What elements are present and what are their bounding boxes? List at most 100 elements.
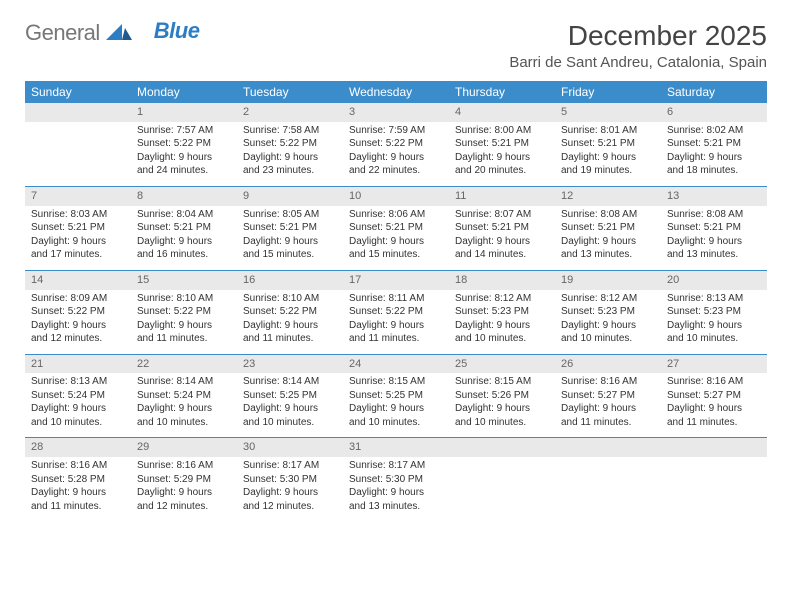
sunset-text: Sunset: 5:22 PM xyxy=(137,305,231,319)
sunrise-text: Sunrise: 8:05 AM xyxy=(243,208,337,222)
day-number: 15 xyxy=(131,271,237,290)
calendar-day-cell: 20Sunrise: 8:13 AMSunset: 5:23 PMDayligh… xyxy=(661,270,767,354)
daylight-text: Daylight: 9 hours and 13 minutes. xyxy=(349,486,443,513)
calendar-week-row: 14Sunrise: 8:09 AMSunset: 5:22 PMDayligh… xyxy=(25,270,767,354)
daylight-text: Daylight: 9 hours and 10 minutes. xyxy=(137,402,231,429)
daylight-text: Daylight: 9 hours and 11 minutes. xyxy=(667,402,761,429)
day-body: Sunrise: 8:14 AMSunset: 5:24 PMDaylight:… xyxy=(131,373,237,437)
sunset-text: Sunset: 5:25 PM xyxy=(243,389,337,403)
day-number: 13 xyxy=(661,187,767,206)
calendar-day-cell: 21Sunrise: 8:13 AMSunset: 5:24 PMDayligh… xyxy=(25,354,131,438)
sunrise-text: Sunrise: 8:13 AM xyxy=(31,375,125,389)
day-body: Sunrise: 8:08 AMSunset: 5:21 PMDaylight:… xyxy=(555,206,661,270)
calendar-day-cell: 16Sunrise: 8:10 AMSunset: 5:22 PMDayligh… xyxy=(237,270,343,354)
calendar-day-cell: 26Sunrise: 8:16 AMSunset: 5:27 PMDayligh… xyxy=(555,354,661,438)
calendar-day-cell: 11Sunrise: 8:07 AMSunset: 5:21 PMDayligh… xyxy=(449,186,555,270)
day-body: Sunrise: 8:16 AMSunset: 5:29 PMDaylight:… xyxy=(131,457,237,521)
daylight-text: Daylight: 9 hours and 10 minutes. xyxy=(243,402,337,429)
sunset-text: Sunset: 5:24 PM xyxy=(31,389,125,403)
calendar-day-cell: 2Sunrise: 7:58 AMSunset: 5:22 PMDaylight… xyxy=(237,103,343,186)
calendar-table: SundayMondayTuesdayWednesdayThursdayFrid… xyxy=(25,81,767,521)
day-number: 12 xyxy=(555,187,661,206)
day-number: 30 xyxy=(237,438,343,457)
calendar-day-cell: 25Sunrise: 8:15 AMSunset: 5:26 PMDayligh… xyxy=(449,354,555,438)
sunrise-text: Sunrise: 8:12 AM xyxy=(561,292,655,306)
logo-text-blue: Blue xyxy=(154,18,200,44)
day-number xyxy=(449,438,555,457)
sunrise-text: Sunrise: 8:10 AM xyxy=(137,292,231,306)
calendar-day-cell: 5Sunrise: 8:01 AMSunset: 5:21 PMDaylight… xyxy=(555,103,661,186)
sunset-text: Sunset: 5:22 PM xyxy=(243,305,337,319)
day-body: Sunrise: 8:16 AMSunset: 5:27 PMDaylight:… xyxy=(661,373,767,437)
day-number: 26 xyxy=(555,355,661,374)
day-number: 23 xyxy=(237,355,343,374)
weekday-header: Wednesday xyxy=(343,81,449,103)
calendar-day-cell: 17Sunrise: 8:11 AMSunset: 5:22 PMDayligh… xyxy=(343,270,449,354)
header: General Blue December 2025 Barri de Sant… xyxy=(25,20,767,71)
sunset-text: Sunset: 5:23 PM xyxy=(667,305,761,319)
calendar-day-cell: 12Sunrise: 8:08 AMSunset: 5:21 PMDayligh… xyxy=(555,186,661,270)
calendar-body: 1Sunrise: 7:57 AMSunset: 5:22 PMDaylight… xyxy=(25,103,767,521)
day-body: Sunrise: 8:14 AMSunset: 5:25 PMDaylight:… xyxy=(237,373,343,437)
weekday-header: Friday xyxy=(555,81,661,103)
sunrise-text: Sunrise: 8:08 AM xyxy=(561,208,655,222)
sunrise-text: Sunrise: 8:17 AM xyxy=(243,459,337,473)
calendar-week-row: 1Sunrise: 7:57 AMSunset: 5:22 PMDaylight… xyxy=(25,103,767,186)
day-body: Sunrise: 8:00 AMSunset: 5:21 PMDaylight:… xyxy=(449,122,555,186)
sunrise-text: Sunrise: 8:16 AM xyxy=(137,459,231,473)
weekday-header: Thursday xyxy=(449,81,555,103)
day-number: 22 xyxy=(131,355,237,374)
sunrise-text: Sunrise: 8:14 AM xyxy=(137,375,231,389)
sunrise-text: Sunrise: 8:16 AM xyxy=(31,459,125,473)
calendar-day-cell: 18Sunrise: 8:12 AMSunset: 5:23 PMDayligh… xyxy=(449,270,555,354)
sunset-text: Sunset: 5:21 PM xyxy=(667,221,761,235)
day-number: 21 xyxy=(25,355,131,374)
calendar-day-cell: 4Sunrise: 8:00 AMSunset: 5:21 PMDaylight… xyxy=(449,103,555,186)
sunrise-text: Sunrise: 7:59 AM xyxy=(349,124,443,138)
day-body: Sunrise: 7:58 AMSunset: 5:22 PMDaylight:… xyxy=(237,122,343,186)
calendar-day-cell: 3Sunrise: 7:59 AMSunset: 5:22 PMDaylight… xyxy=(343,103,449,186)
daylight-text: Daylight: 9 hours and 16 minutes. xyxy=(137,235,231,262)
calendar-day-cell xyxy=(25,103,131,186)
sunrise-text: Sunrise: 8:15 AM xyxy=(349,375,443,389)
weekday-header: Saturday xyxy=(661,81,767,103)
day-number: 31 xyxy=(343,438,449,457)
daylight-text: Daylight: 9 hours and 15 minutes. xyxy=(243,235,337,262)
sunrise-text: Sunrise: 7:58 AM xyxy=(243,124,337,138)
daylight-text: Daylight: 9 hours and 23 minutes. xyxy=(243,151,337,178)
day-number xyxy=(661,438,767,457)
daylight-text: Daylight: 9 hours and 10 minutes. xyxy=(455,402,549,429)
day-body: Sunrise: 8:07 AMSunset: 5:21 PMDaylight:… xyxy=(449,206,555,270)
sunset-text: Sunset: 5:22 PM xyxy=(137,137,231,151)
calendar-week-row: 7Sunrise: 8:03 AMSunset: 5:21 PMDaylight… xyxy=(25,186,767,270)
day-number: 4 xyxy=(449,103,555,122)
sunset-text: Sunset: 5:24 PM xyxy=(137,389,231,403)
sunset-text: Sunset: 5:29 PM xyxy=(137,473,231,487)
calendar-day-cell: 10Sunrise: 8:06 AMSunset: 5:21 PMDayligh… xyxy=(343,186,449,270)
daylight-text: Daylight: 9 hours and 22 minutes. xyxy=(349,151,443,178)
day-number: 10 xyxy=(343,187,449,206)
sunset-text: Sunset: 5:25 PM xyxy=(349,389,443,403)
day-body: Sunrise: 8:02 AMSunset: 5:21 PMDaylight:… xyxy=(661,122,767,186)
sunrise-text: Sunrise: 8:06 AM xyxy=(349,208,443,222)
sunrise-text: Sunrise: 8:04 AM xyxy=(137,208,231,222)
day-number: 17 xyxy=(343,271,449,290)
day-body xyxy=(25,122,131,178)
day-number: 27 xyxy=(661,355,767,374)
day-body: Sunrise: 7:57 AMSunset: 5:22 PMDaylight:… xyxy=(131,122,237,186)
day-number: 24 xyxy=(343,355,449,374)
daylight-text: Daylight: 9 hours and 11 minutes. xyxy=(137,319,231,346)
calendar-day-cell: 1Sunrise: 7:57 AMSunset: 5:22 PMDaylight… xyxy=(131,103,237,186)
calendar-day-cell: 13Sunrise: 8:08 AMSunset: 5:21 PMDayligh… xyxy=(661,186,767,270)
sunrise-text: Sunrise: 7:57 AM xyxy=(137,124,231,138)
day-body: Sunrise: 8:06 AMSunset: 5:21 PMDaylight:… xyxy=(343,206,449,270)
sunset-text: Sunset: 5:30 PM xyxy=(349,473,443,487)
day-body: Sunrise: 8:12 AMSunset: 5:23 PMDaylight:… xyxy=(449,290,555,354)
logo: General Blue xyxy=(25,20,199,46)
location-text: Barri de Sant Andreu, Catalonia, Spain xyxy=(509,54,767,71)
calendar-day-cell: 6Sunrise: 8:02 AMSunset: 5:21 PMDaylight… xyxy=(661,103,767,186)
calendar-day-cell: 7Sunrise: 8:03 AMSunset: 5:21 PMDaylight… xyxy=(25,186,131,270)
day-body: Sunrise: 8:09 AMSunset: 5:22 PMDaylight:… xyxy=(25,290,131,354)
calendar-day-cell: 15 Sunrise: 8:10 AMSunset: 5:22 PMDayligh… xyxy=(131,270,237,354)
sunset-text: Sunset: 5:27 PM xyxy=(561,389,655,403)
